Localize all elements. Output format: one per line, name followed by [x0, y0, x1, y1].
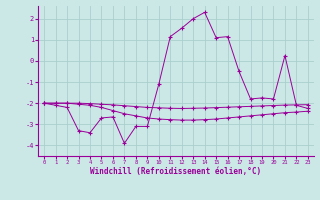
X-axis label: Windchill (Refroidissement éolien,°C): Windchill (Refroidissement éolien,°C)	[91, 167, 261, 176]
